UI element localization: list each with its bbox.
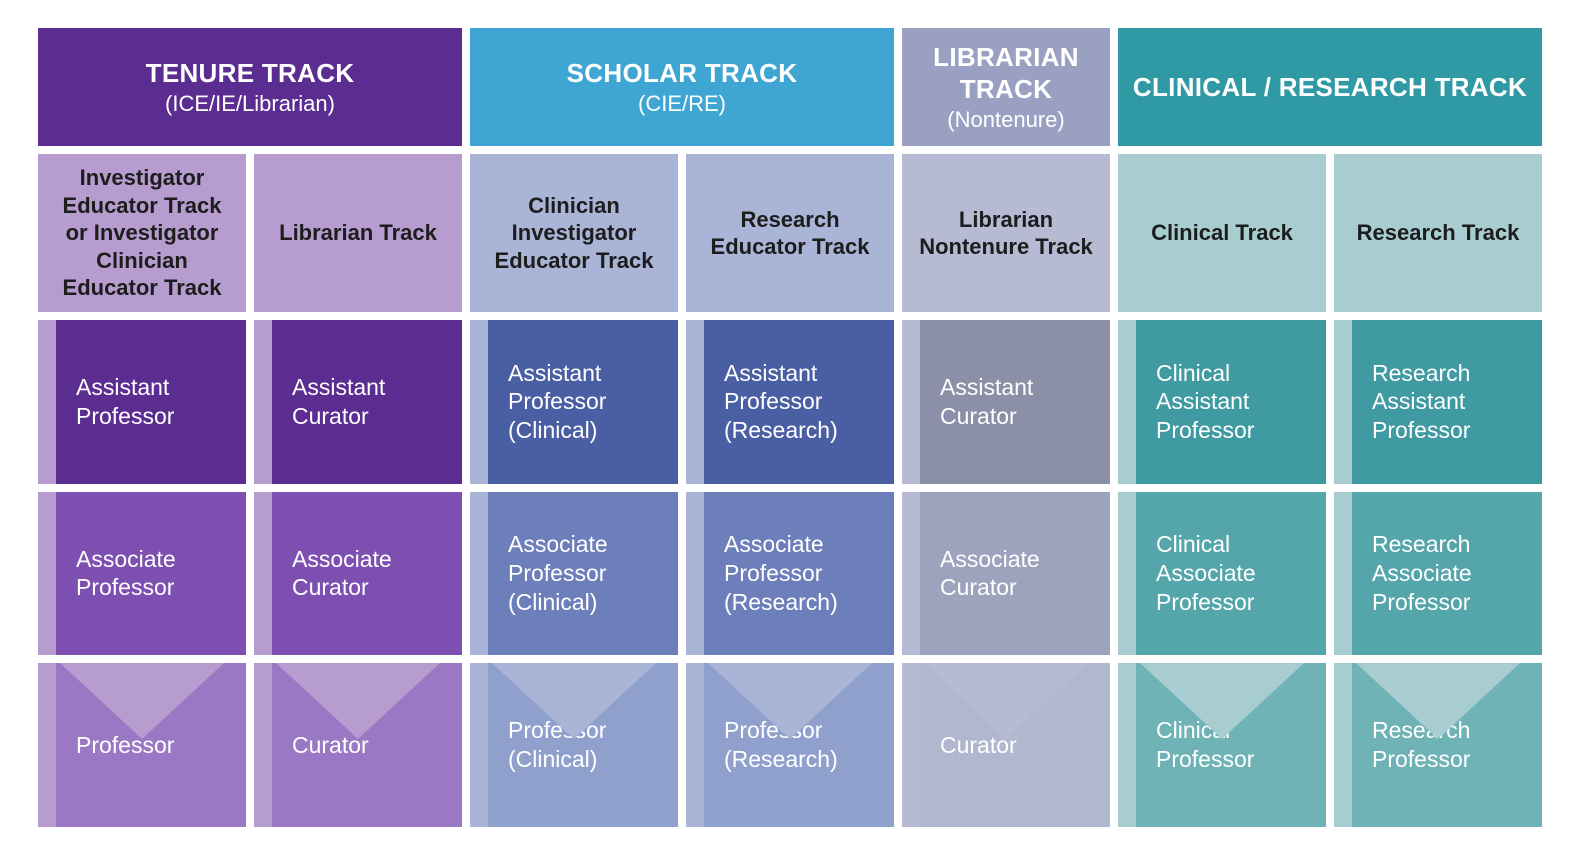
- level-label-cie-1: Associate Professor (Clinical): [488, 492, 678, 656]
- level-cell-re-0: Assistant Professor (Research): [686, 320, 894, 484]
- subtrack-label-librarian-tenure: Librarian Track: [279, 219, 437, 247]
- level-cell-librarian-nontenure-1: Associate Curator: [902, 492, 1110, 656]
- level-notch-clinical: [1140, 663, 1304, 739]
- subtrack-header-librarian-nontenure: Librarian Nontenure Track: [902, 154, 1110, 312]
- level-notch-librarian-nontenure: [924, 663, 1088, 739]
- level-cell-re-1: Associate Professor (Research): [686, 492, 894, 656]
- subtrack-label-cie: Clinician Investigator Educator Track: [484, 192, 664, 275]
- subtrack-header-clinical: Clinical Track: [1118, 154, 1326, 312]
- subtrack-header-ice-ie: Investigator Educator Track or Investiga…: [38, 154, 246, 312]
- level-label-ice-ie-0: Assistant Professor: [56, 320, 246, 484]
- level-notch-cie: [492, 663, 656, 739]
- subtrack-label-research: Research Track: [1357, 219, 1520, 247]
- level-cell-research-0: Research Assistant Professor: [1334, 320, 1542, 484]
- level-notch-librarian-tenure: [276, 663, 440, 739]
- level-notch-re: [708, 663, 872, 739]
- track-header-title-librarian: LIBRARIAN TRACK: [912, 41, 1100, 106]
- faculty-tracks-diagram: TENURE TRACK(ICE/IE/Librarian)SCHOLAR TR…: [38, 28, 1542, 827]
- subtrack-header-cie: Clinician Investigator Educator Track: [470, 154, 678, 312]
- level-cell-clinical-2: Clinical Professor: [1118, 663, 1326, 827]
- level-label-librarian-nontenure-0: Assistant Curator: [920, 320, 1110, 484]
- level-cell-ice-ie-0: Assistant Professor: [38, 320, 246, 484]
- level-label-librarian-tenure-0: Assistant Curator: [272, 320, 462, 484]
- track-header-subtitle-tenure: (ICE/IE/Librarian): [165, 90, 335, 118]
- track-header-subtitle-librarian: (Nontenure): [947, 106, 1064, 134]
- level-label-clinical-1: Clinical Associate Professor: [1136, 492, 1326, 656]
- track-header-scholar: SCHOLAR TRACK(CIE/RE): [470, 28, 894, 146]
- level-cell-librarian-tenure-2: Curator: [254, 663, 462, 827]
- subtrack-label-ice-ie: Investigator Educator Track or Investiga…: [52, 164, 232, 302]
- level-label-clinical-0: Clinical Assistant Professor: [1136, 320, 1326, 484]
- level-label-librarian-tenure-1: Associate Curator: [272, 492, 462, 656]
- track-header-title-clinres: CLINICAL / RESEARCH TRACK: [1133, 71, 1527, 104]
- subtrack-header-research: Research Track: [1334, 154, 1542, 312]
- subtrack-label-librarian-nontenure: Librarian Nontenure Track: [916, 206, 1096, 261]
- track-header-tenure: TENURE TRACK(ICE/IE/Librarian): [38, 28, 462, 146]
- level-label-librarian-nontenure-1: Associate Curator: [920, 492, 1110, 656]
- level-cell-ice-ie-2: Professor: [38, 663, 246, 827]
- subtrack-label-re: Research Educator Track: [700, 206, 880, 261]
- level-notch-research: [1356, 663, 1520, 739]
- level-label-re-1: Associate Professor (Research): [704, 492, 894, 656]
- level-cell-clinical-0: Clinical Assistant Professor: [1118, 320, 1326, 484]
- level-cell-research-1: Research Associate Professor: [1334, 492, 1542, 656]
- level-cell-research-2: Research Professor: [1334, 663, 1542, 827]
- level-cell-cie-2: Professor (Clinical): [470, 663, 678, 827]
- level-label-research-0: Research Assistant Professor: [1352, 320, 1542, 484]
- track-header-clinres: CLINICAL / RESEARCH TRACK: [1118, 28, 1542, 146]
- level-notch-ice-ie: [60, 663, 224, 739]
- level-cell-ice-ie-1: Associate Professor: [38, 492, 246, 656]
- level-cell-cie-1: Associate Professor (Clinical): [470, 492, 678, 656]
- track-header-title-scholar: SCHOLAR TRACK: [567, 57, 798, 90]
- level-cell-clinical-1: Clinical Associate Professor: [1118, 492, 1326, 656]
- track-header-title-tenure: TENURE TRACK: [146, 57, 355, 90]
- level-cell-cie-0: Assistant Professor (Clinical): [470, 320, 678, 484]
- level-cell-re-2: Professor (Research): [686, 663, 894, 827]
- level-label-re-0: Assistant Professor (Research): [704, 320, 894, 484]
- level-label-ice-ie-1: Associate Professor: [56, 492, 246, 656]
- subtrack-label-clinical: Clinical Track: [1151, 219, 1293, 247]
- level-label-research-1: Research Associate Professor: [1352, 492, 1542, 656]
- level-cell-librarian-nontenure-0: Assistant Curator: [902, 320, 1110, 484]
- track-header-subtitle-scholar: (CIE/RE): [638, 90, 726, 118]
- level-cell-librarian-tenure-1: Associate Curator: [254, 492, 462, 656]
- level-label-cie-0: Assistant Professor (Clinical): [488, 320, 678, 484]
- level-cell-librarian-tenure-0: Assistant Curator: [254, 320, 462, 484]
- track-header-librarian: LIBRARIAN TRACK(Nontenure): [902, 28, 1110, 146]
- level-cell-librarian-nontenure-2: Curator: [902, 663, 1110, 827]
- subtrack-header-re: Research Educator Track: [686, 154, 894, 312]
- subtrack-header-librarian-tenure: Librarian Track: [254, 154, 462, 312]
